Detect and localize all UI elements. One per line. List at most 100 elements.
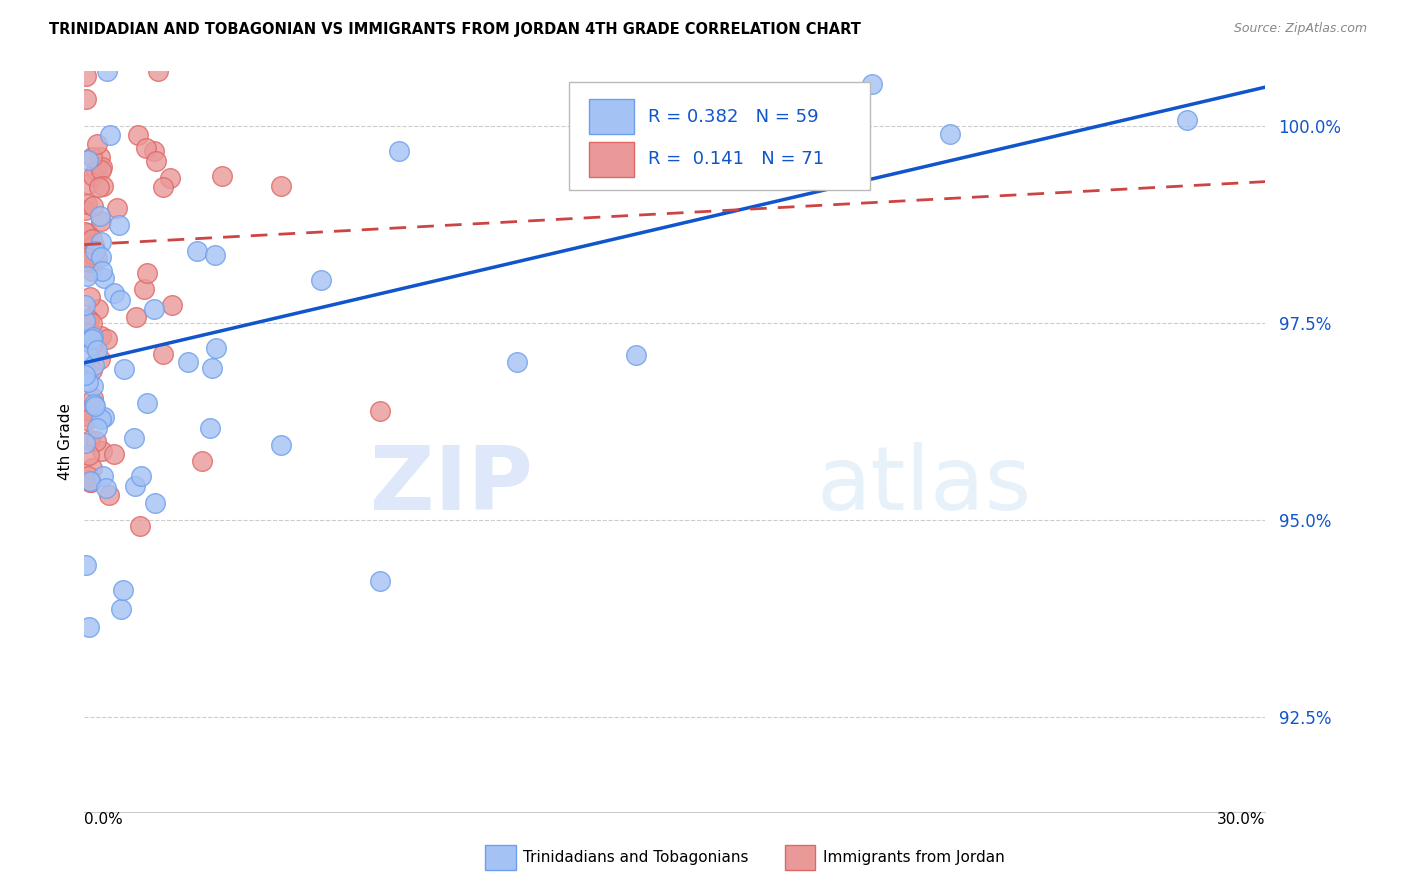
Point bbox=[82, 150, 104, 164]
Point bbox=[87, 179, 110, 194]
Point bbox=[82, 199, 104, 213]
Point bbox=[198, 421, 221, 435]
Text: R = 0.382   N = 59: R = 0.382 N = 59 bbox=[648, 108, 818, 126]
Point bbox=[86, 343, 108, 358]
Text: ZIP: ZIP bbox=[370, 442, 533, 530]
Point bbox=[205, 341, 228, 355]
Point bbox=[77, 448, 100, 462]
Point bbox=[129, 469, 152, 483]
Point bbox=[90, 163, 112, 178]
Point bbox=[79, 433, 101, 447]
Point bbox=[82, 316, 104, 330]
Point bbox=[82, 169, 104, 183]
Point bbox=[80, 264, 103, 278]
Point bbox=[135, 266, 157, 280]
Point bbox=[90, 329, 112, 343]
Text: Immigrants from Jordan: Immigrants from Jordan bbox=[823, 850, 1004, 864]
Point bbox=[75, 436, 97, 450]
Point bbox=[152, 179, 174, 194]
Point bbox=[105, 201, 128, 215]
Point bbox=[79, 290, 101, 304]
Point bbox=[89, 352, 111, 367]
Point bbox=[142, 145, 165, 159]
Point bbox=[77, 313, 100, 327]
Point bbox=[76, 269, 98, 284]
Text: 30.0%: 30.0% bbox=[1218, 812, 1265, 827]
Point bbox=[83, 397, 105, 411]
Point bbox=[1175, 113, 1198, 128]
Point bbox=[103, 447, 125, 461]
Point bbox=[103, 286, 125, 301]
Point bbox=[84, 244, 107, 258]
Point bbox=[96, 481, 118, 495]
Point bbox=[75, 558, 97, 573]
Point bbox=[93, 271, 115, 285]
FancyBboxPatch shape bbox=[589, 99, 634, 135]
Point bbox=[82, 330, 104, 344]
Point bbox=[91, 264, 114, 278]
Point bbox=[84, 434, 107, 448]
Point bbox=[73, 298, 96, 312]
Point bbox=[76, 403, 98, 417]
Point bbox=[79, 475, 101, 490]
Point bbox=[90, 214, 112, 228]
Point bbox=[75, 69, 97, 83]
Point bbox=[127, 128, 149, 142]
Point bbox=[96, 332, 118, 346]
Point bbox=[75, 253, 97, 268]
Point bbox=[146, 64, 169, 78]
Point bbox=[201, 360, 224, 375]
Point bbox=[129, 518, 152, 533]
Point bbox=[860, 77, 883, 91]
Point bbox=[270, 438, 292, 452]
Point bbox=[368, 404, 391, 418]
Text: 0.0%: 0.0% bbox=[84, 812, 124, 827]
Point bbox=[77, 348, 100, 362]
Point bbox=[124, 479, 146, 493]
Point bbox=[76, 153, 98, 167]
Point bbox=[110, 602, 132, 616]
Point bbox=[108, 218, 131, 232]
Point bbox=[73, 314, 96, 328]
Point bbox=[211, 169, 233, 183]
Point bbox=[191, 454, 214, 468]
Point bbox=[91, 160, 114, 174]
Point bbox=[79, 255, 101, 269]
Point bbox=[142, 301, 165, 316]
Point bbox=[76, 315, 98, 329]
Point bbox=[177, 355, 200, 369]
Point bbox=[76, 413, 98, 427]
Point bbox=[77, 620, 100, 634]
Point bbox=[98, 128, 121, 142]
Point bbox=[79, 409, 101, 424]
Point bbox=[73, 202, 96, 217]
Point bbox=[76, 469, 98, 483]
Point bbox=[75, 92, 97, 106]
Point bbox=[77, 310, 100, 325]
Point bbox=[76, 334, 98, 348]
Point bbox=[80, 247, 103, 261]
FancyBboxPatch shape bbox=[568, 82, 870, 190]
Point bbox=[145, 496, 167, 510]
Point bbox=[91, 179, 114, 194]
Point bbox=[86, 137, 108, 152]
Point bbox=[86, 251, 108, 265]
Point bbox=[136, 395, 159, 409]
Point bbox=[90, 235, 112, 249]
Point bbox=[80, 475, 103, 489]
Point bbox=[76, 197, 98, 211]
Point bbox=[159, 171, 181, 186]
Point bbox=[97, 487, 120, 501]
Point bbox=[624, 348, 647, 362]
Point bbox=[82, 392, 104, 406]
Point bbox=[83, 237, 105, 252]
Point bbox=[506, 355, 529, 369]
Point bbox=[309, 273, 332, 287]
Point bbox=[77, 226, 100, 240]
Point bbox=[84, 400, 107, 414]
Point bbox=[162, 298, 184, 312]
Point bbox=[79, 474, 101, 488]
Point bbox=[84, 163, 107, 178]
Point bbox=[108, 293, 131, 307]
Text: atlas: atlas bbox=[817, 442, 1032, 530]
